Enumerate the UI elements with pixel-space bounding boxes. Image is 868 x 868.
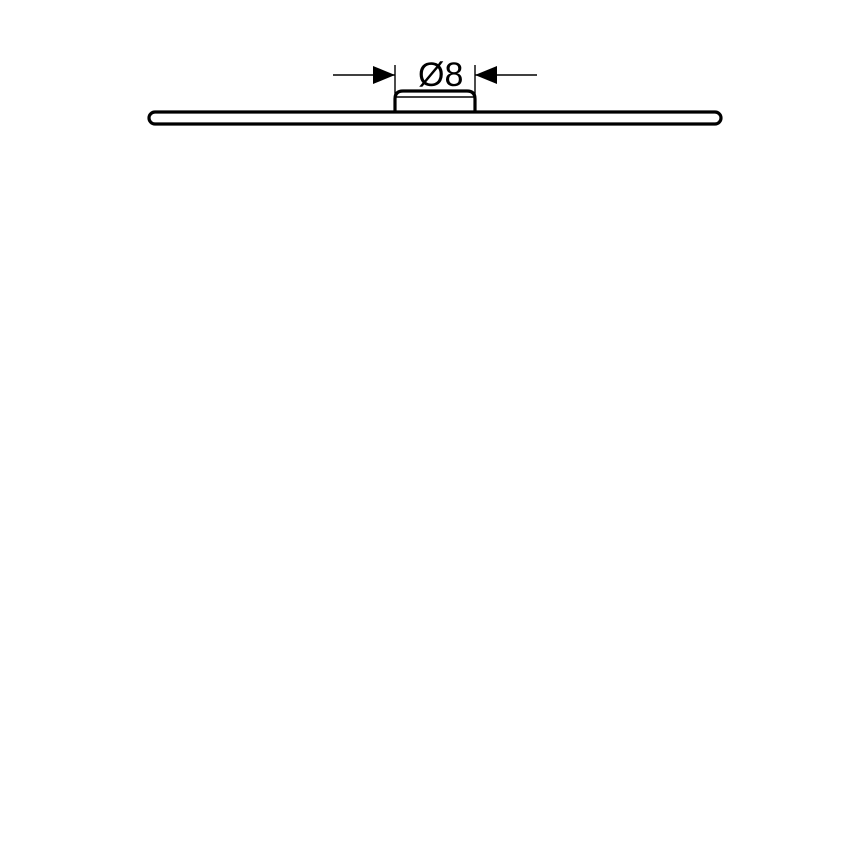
dimension-label: Ø8	[418, 56, 463, 94]
canopy	[395, 91, 475, 112]
